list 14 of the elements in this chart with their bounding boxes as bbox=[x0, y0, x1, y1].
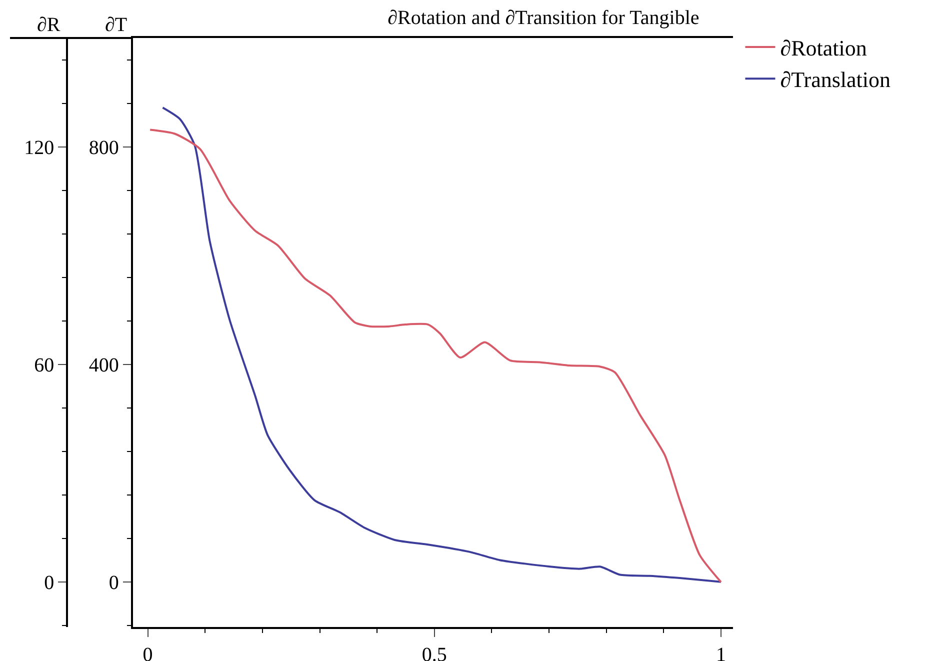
y-tick-label: 400 bbox=[88, 354, 119, 376]
y-axis-title: ∂T bbox=[105, 14, 128, 36]
y-tick-label: 0 bbox=[108, 572, 119, 594]
y-tick-label: 800 bbox=[88, 136, 119, 159]
y2-axis-title: ∂R bbox=[37, 14, 61, 36]
x-tick-label: 0 bbox=[142, 644, 153, 661]
legend-label: ∂Translation bbox=[780, 67, 891, 92]
x-tick-label: 1 bbox=[716, 644, 726, 661]
x-tick-label: 0.5 bbox=[422, 644, 447, 661]
chart-title: ∂Rotation and ∂Transition for Tangible bbox=[388, 6, 700, 29]
y2-tick-label: 120 bbox=[24, 136, 54, 159]
legend-label: ∂Rotation bbox=[780, 36, 867, 61]
y2-tick-label: 60 bbox=[34, 354, 54, 376]
y2-tick-label: 0 bbox=[44, 572, 54, 594]
